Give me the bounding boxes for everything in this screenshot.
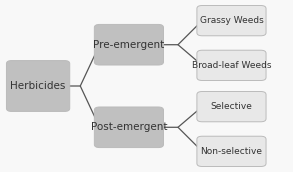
- Text: Selective: Selective: [211, 102, 252, 111]
- FancyBboxPatch shape: [197, 6, 266, 36]
- FancyBboxPatch shape: [197, 92, 266, 122]
- FancyBboxPatch shape: [6, 61, 70, 111]
- Text: Herbicides: Herbicides: [11, 81, 66, 91]
- FancyBboxPatch shape: [197, 136, 266, 166]
- FancyBboxPatch shape: [94, 24, 163, 65]
- Text: Pre-emergent: Pre-emergent: [93, 40, 165, 50]
- Text: Post-emergent: Post-emergent: [91, 122, 167, 132]
- Text: Non-selective: Non-selective: [200, 147, 263, 156]
- FancyBboxPatch shape: [197, 50, 266, 80]
- FancyBboxPatch shape: [94, 107, 163, 148]
- Text: Broad-leaf Weeds: Broad-leaf Weeds: [192, 61, 271, 70]
- Text: Grassy Weeds: Grassy Weeds: [200, 16, 263, 25]
